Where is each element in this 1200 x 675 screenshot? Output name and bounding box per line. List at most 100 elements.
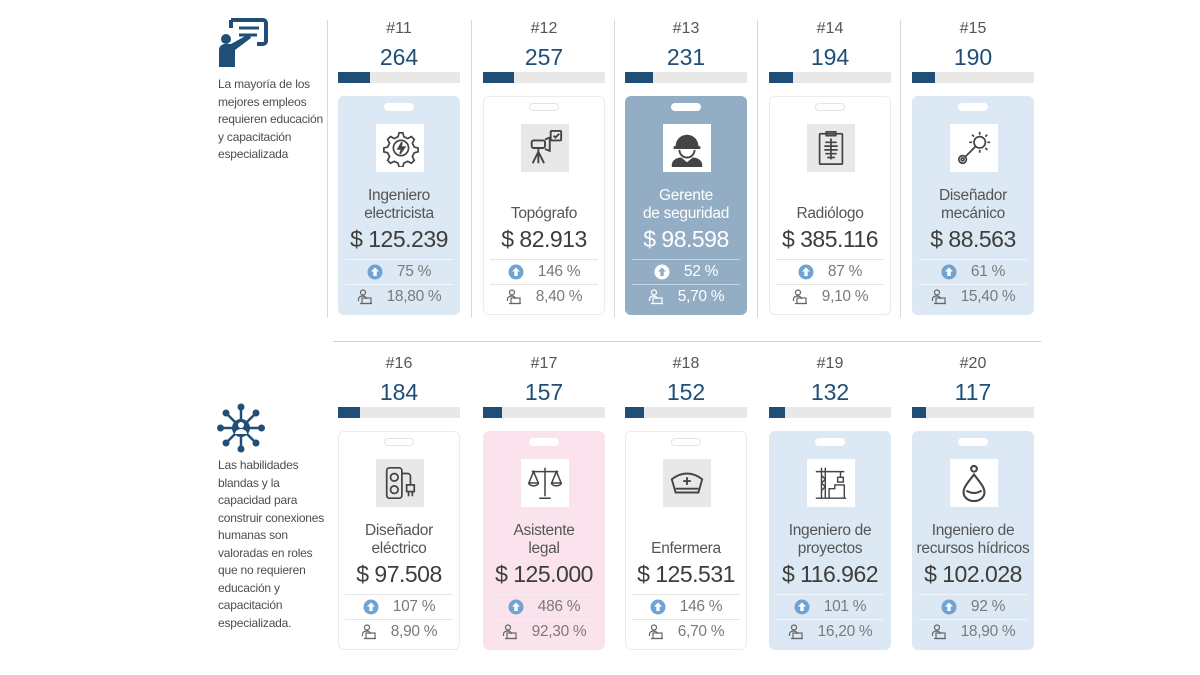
share-row: 9,10 % xyxy=(776,284,884,309)
badge-slot xyxy=(815,438,845,446)
job-rank: #11 xyxy=(386,20,412,37)
share-row: 18,90 % xyxy=(919,619,1027,644)
hardhat-worker-icon xyxy=(663,124,711,172)
person-laptop-icon xyxy=(788,624,804,640)
share-row: 5,70 % xyxy=(632,284,740,309)
job-count: 152 xyxy=(666,379,706,405)
share-value: 8,90 % xyxy=(390,623,438,640)
water-drop-icon xyxy=(950,459,998,507)
job-card: Ingeniero electricista $ 125.239 75 % 18,… xyxy=(338,96,460,315)
job-rank: #12 xyxy=(530,20,558,37)
job-count: 132 xyxy=(810,379,850,405)
job-title: Gerente de seguridad xyxy=(642,187,730,222)
growth-row: 146 % xyxy=(632,594,740,619)
job-title: Radiólogo xyxy=(796,205,864,222)
job-card: Gerente de seguridad $ 98.598 52 % 5,70 % xyxy=(625,96,747,315)
growth-value: 92 % xyxy=(970,598,1006,615)
job-column: #16 184 Diseñador eléctrico $ 97.508 107 … xyxy=(338,355,460,650)
count-bar-fill xyxy=(483,72,515,83)
growth-value: 486 % xyxy=(537,598,581,615)
growth-row: 52 % xyxy=(632,259,740,284)
job-title: Ingeniero de recursos hídricos xyxy=(916,522,1030,557)
people-network-icon xyxy=(217,403,265,453)
job-salary: $ 125.000 xyxy=(495,561,593,587)
growth-value: 146 % xyxy=(679,598,723,615)
job-card: Diseñador eléctrico $ 97.508 107 % 8,90 % xyxy=(338,431,460,650)
growth-value: 52 % xyxy=(683,263,719,280)
arrow-up-circle-icon xyxy=(654,264,670,280)
count-bar xyxy=(625,72,747,83)
count-bar-fill xyxy=(769,72,793,83)
job-rank: #17 xyxy=(530,355,558,372)
job-title: Diseñador eléctrico xyxy=(365,522,433,557)
growth-value: 61 % xyxy=(970,263,1006,280)
person-laptop-icon xyxy=(931,624,947,640)
share-row: 8,40 % xyxy=(490,284,598,309)
person-laptop-icon xyxy=(357,289,373,305)
growth-value: 75 % xyxy=(396,263,432,280)
count-bar-fill xyxy=(625,407,644,418)
badge-slot xyxy=(671,103,701,111)
growth-value: 101 % xyxy=(823,598,867,615)
arrow-up-circle-icon xyxy=(363,599,379,615)
growth-row: 61 % xyxy=(919,259,1027,284)
job-count: 257 xyxy=(524,44,564,70)
person-laptop-icon xyxy=(361,624,377,640)
job-card: Radiólogo $ 385.116 87 % 9,10 % xyxy=(769,96,891,315)
side-note-soft-skills: Las habilidades blandas y la capacidad p… xyxy=(218,458,325,630)
badge-slot xyxy=(529,438,559,446)
share-value: 92,30 % xyxy=(531,623,587,640)
job-salary: $ 97.508 xyxy=(356,561,442,587)
share-row: 16,20 % xyxy=(776,619,884,644)
job-title: Ingeniero electricista xyxy=(364,187,434,222)
job-column: #15 190 Diseñador mecánico $ 88.563 61 % … xyxy=(912,20,1034,315)
badge-slot xyxy=(384,103,414,111)
arrow-up-circle-icon xyxy=(650,599,666,615)
job-count: 190 xyxy=(953,44,993,70)
job-column: #12 257 Topógrafo $ 82.913 146 % 8,40 % xyxy=(483,20,605,315)
count-bar xyxy=(912,72,1034,83)
badge-slot xyxy=(384,438,414,446)
share-value: 18,80 % xyxy=(386,288,442,305)
job-title: Ingeniero de proyectos xyxy=(788,522,872,557)
growth-value: 107 % xyxy=(392,598,436,615)
share-value: 5,70 % xyxy=(677,288,725,305)
teacher-presentation-icon xyxy=(217,17,269,69)
count-bar xyxy=(769,72,891,83)
arrow-up-circle-icon xyxy=(798,264,814,280)
survey-tripod-icon xyxy=(521,124,569,172)
job-card: Ingeniero de proyectos $ 116.962 101 % 16… xyxy=(769,431,891,650)
job-column: #11 264 Ingeniero electricista $ 125.239 … xyxy=(338,20,460,315)
count-bar-fill xyxy=(338,407,361,418)
person-laptop-icon xyxy=(792,289,808,305)
job-rank: #13 xyxy=(672,20,700,37)
count-bar-fill xyxy=(338,72,371,83)
column-divider xyxy=(900,20,901,318)
share-row: 6,70 % xyxy=(632,619,740,644)
job-column: #13 231 Gerente de seguridad $ 98.598 52 … xyxy=(625,20,747,315)
badge-slot xyxy=(671,438,701,446)
gear-lightning-icon xyxy=(376,124,424,172)
job-rank: #16 xyxy=(385,355,413,372)
share-value: 6,70 % xyxy=(677,623,725,640)
job-title: Asistente legal xyxy=(513,522,575,557)
growth-row: 92 % xyxy=(919,594,1027,619)
job-column: #14 194 Radiólogo $ 385.116 87 % 9,10 % xyxy=(769,20,891,315)
count-bar-fill xyxy=(625,72,654,83)
gear-wrench-icon xyxy=(950,124,998,172)
badge-slot xyxy=(815,103,845,111)
growth-row: 486 % xyxy=(490,594,598,619)
person-laptop-icon xyxy=(502,624,518,640)
badge-slot xyxy=(529,103,559,111)
growth-row: 75 % xyxy=(345,259,453,284)
arrow-up-circle-icon xyxy=(941,599,957,615)
arrow-up-circle-icon xyxy=(794,599,810,615)
job-salary: $ 82.913 xyxy=(501,226,587,252)
count-bar-fill xyxy=(912,407,927,418)
job-count: 184 xyxy=(379,379,419,405)
side-note-education: La mayoría de los mejores empleos requie… xyxy=(218,77,323,161)
person-laptop-icon xyxy=(931,289,947,305)
job-card: Enfermera $ 125.531 146 % 6,70 % xyxy=(625,431,747,650)
job-count: 157 xyxy=(524,379,564,405)
growth-row: 87 % xyxy=(776,259,884,284)
